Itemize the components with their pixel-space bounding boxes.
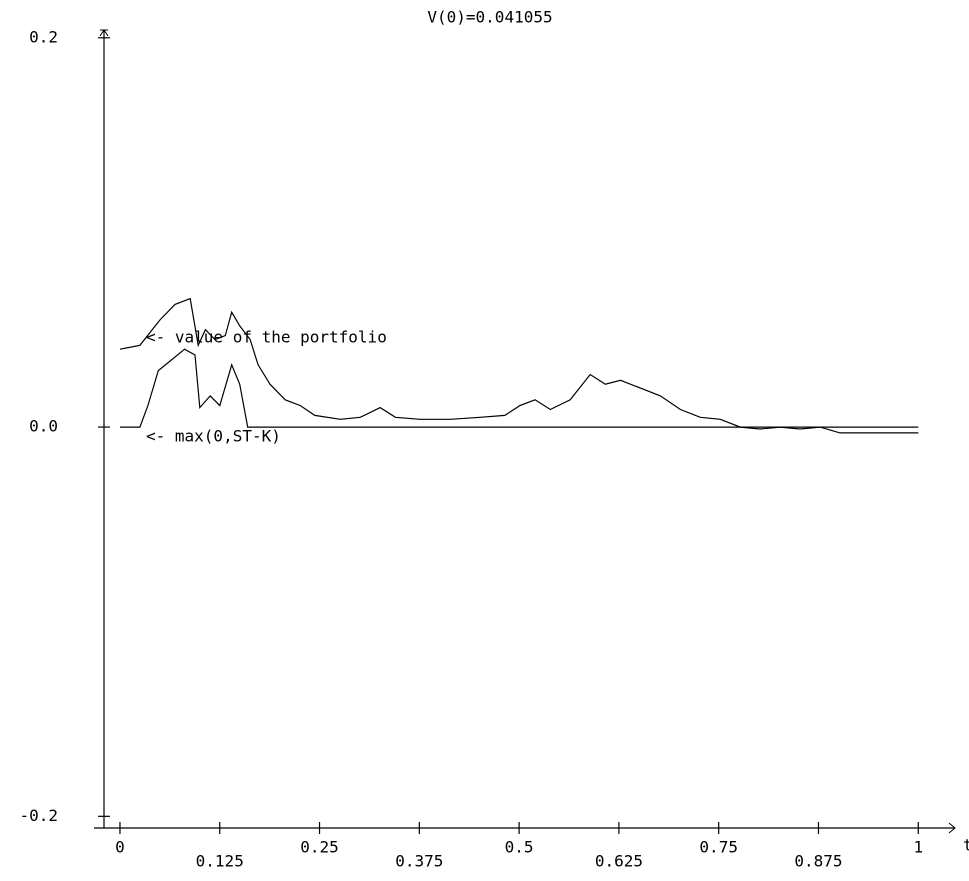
x-tick-label: 0.125 <box>196 852 244 871</box>
x-tick-label: 0.875 <box>794 852 842 871</box>
y-tick-label: 0.2 <box>29 27 58 46</box>
x-tick-label: 0 <box>115 838 125 857</box>
y-tick-label: -0.2 <box>19 806 58 825</box>
x-axis-label: t <box>963 836 969 855</box>
y-tick-label: 0.0 <box>29 417 58 436</box>
y-arrow <box>99 29 109 37</box>
x-arrow <box>948 822 956 834</box>
chart-title: V(0)=0.041055 <box>427 8 552 27</box>
x-tick-label: 0.625 <box>595 852 643 871</box>
annotation: <- max(0,ST-K) <box>146 427 281 446</box>
series-line <box>120 348 919 428</box>
series-line <box>119 297 919 434</box>
x-tick-label: 1 <box>913 838 923 857</box>
x-tick-label: 0.25 <box>300 838 339 857</box>
x-tick-label: 0.75 <box>699 838 738 857</box>
x-tick-label: 0.5 <box>505 838 534 857</box>
annotation: <- value of the portfolio <box>146 328 387 347</box>
x-tick-label: 0.375 <box>395 852 443 871</box>
